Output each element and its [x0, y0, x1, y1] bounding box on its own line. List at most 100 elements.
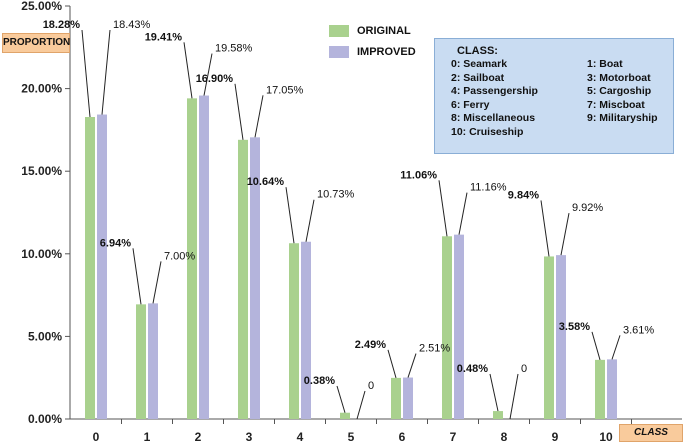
data-label-improved: 19.58% — [215, 43, 253, 55]
bar-improved — [97, 114, 107, 419]
bar-improved — [556, 255, 566, 419]
data-label-improved: 18.43% — [113, 19, 151, 31]
bar-original — [85, 117, 95, 419]
legend-swatch-original — [329, 25, 349, 38]
x-tick-label: 5 — [348, 430, 355, 444]
data-label-original: 10.64% — [247, 176, 285, 188]
leader-line-original — [81, 29, 91, 118]
leader-line-improved — [152, 261, 162, 304]
data-label-original: 9.84% — [508, 189, 539, 201]
x-tick-label: 3 — [246, 430, 253, 444]
leader-line-original — [336, 385, 346, 413]
bar-original — [136, 304, 146, 419]
class-legend-item: 10: Cruiseship — [451, 125, 524, 138]
bar-original — [238, 139, 248, 419]
class-legend-grid: 0: Seamark 1: Boat 2: Sailboat 3: Motorboat… — [451, 58, 663, 139]
legend-label-improved: IMPROVED — [357, 46, 416, 58]
x-tick-label: 8 — [501, 430, 508, 444]
bar-improved — [301, 241, 311, 419]
bar-improved — [148, 303, 158, 419]
data-label-original: 6.94% — [100, 237, 131, 249]
bar-original — [442, 236, 452, 419]
leader-line-improved — [560, 213, 570, 256]
class-legend-item: 7: Miscboat — [587, 98, 645, 111]
y-tick-label: 15.00% — [21, 164, 62, 178]
x-tick-label: 1 — [144, 430, 151, 444]
leader-line-improved — [458, 192, 468, 235]
class-legend-item: 2: Sailboat — [451, 71, 505, 84]
leader-line-improved — [203, 53, 213, 96]
class-legend-item: 0: Seamark — [451, 58, 508, 70]
legend-item-improved: IMPROVED — [329, 46, 416, 59]
bar-original — [595, 359, 605, 419]
data-label-original: 0.38% — [304, 375, 335, 387]
data-label-original: 0.48% — [457, 363, 488, 375]
legend-swatch-improved — [329, 46, 349, 59]
bar-improved — [199, 95, 209, 420]
class-legend-item: 4: Passengership — [451, 85, 538, 97]
class-legend-item: 1: Boat — [587, 58, 623, 70]
data-label-original: 3.58% — [559, 321, 590, 333]
class-legend-item: 5: Cargoship — [587, 85, 652, 97]
leader-line-improved — [254, 95, 264, 138]
y-tick-label: 25.00% — [21, 0, 62, 13]
bar-original — [289, 243, 299, 419]
bar-original — [493, 411, 503, 419]
x-tick-label: 2 — [195, 430, 202, 444]
data-label-original: 11.06% — [400, 169, 437, 181]
y-tick-label: 10.00% — [21, 247, 62, 261]
leader-line-original — [438, 180, 448, 237]
bar-original — [391, 377, 401, 419]
leader-line-original — [540, 200, 550, 257]
data-label-original: 19.41% — [145, 31, 183, 43]
class-legend-item: 3: Motorboat — [587, 71, 651, 84]
bar-improved — [454, 234, 464, 419]
data-label-improved: 17.05% — [266, 84, 304, 96]
leader-line-original — [591, 331, 601, 360]
leader-line-original — [132, 248, 142, 305]
x-tick-label: 4 — [297, 430, 304, 444]
y-tick-label: 5.00% — [28, 329, 62, 343]
class-legend-item: 9: Militaryship — [587, 112, 658, 124]
x-tick-label: 10 — [599, 430, 613, 444]
bar-original — [340, 412, 350, 419]
data-labels: 18.28% 18.43% 6.94% 7.00% 19.41% 19.58% 16.90%… — [43, 19, 654, 420]
class-legend-item: 8: Miscellaneous — [451, 112, 536, 124]
leader-line-improved — [611, 335, 621, 360]
legend-item-original: ORIGINAL — [329, 25, 411, 38]
bars — [85, 95, 617, 420]
leader-line-improved — [509, 373, 519, 420]
leader-line-improved — [101, 29, 111, 115]
data-label-improved: 2.51% — [419, 343, 450, 355]
class-legend-item: 6: Ferry — [451, 98, 490, 111]
x-tick-label: 6 — [399, 430, 406, 444]
axes: 0.00% 5.00% 10.00% 15.00% 20.00% 25.00% 0 1 2 3 4 5… — [21, 0, 682, 444]
leader-line-original — [234, 83, 244, 140]
bar-improved — [607, 359, 617, 419]
y-tick-label: 0.00% — [28, 412, 62, 426]
x-axis-label: CLASS — [619, 424, 683, 442]
leader-line-original — [387, 349, 397, 379]
data-label-improved: 3.61% — [623, 324, 654, 336]
data-label-original: 18.28% — [43, 19, 81, 31]
data-label-improved: 11.16% — [470, 182, 507, 194]
bar-improved — [403, 377, 413, 419]
data-label-improved: 0 — [521, 363, 527, 375]
bar-original — [544, 256, 554, 419]
y-tick-label: 20.00% — [21, 82, 62, 96]
x-tick-label: 9 — [552, 430, 559, 444]
class-legend-box: CLASS: 0: Seamark 1: Boat 2: Sailboat 3: Mo… — [434, 38, 674, 154]
data-label-original: 2.49% — [355, 339, 386, 351]
leader-line-improved — [356, 390, 366, 420]
bar-original — [187, 98, 197, 419]
data-label-improved: 10.73% — [317, 189, 355, 201]
class-legend-title: CLASS: — [457, 45, 498, 57]
leader-line-improved — [407, 353, 417, 378]
x-tick-label: 0 — [93, 430, 100, 444]
x-tick-label: 7 — [450, 430, 457, 444]
data-label-improved: 7.00% — [164, 250, 195, 262]
leader-line-improved — [305, 199, 315, 242]
data-label-improved: 0 — [368, 380, 374, 392]
data-label-improved: 9.92% — [572, 202, 603, 214]
y-axis-label: PROPORTION — [2, 33, 70, 53]
